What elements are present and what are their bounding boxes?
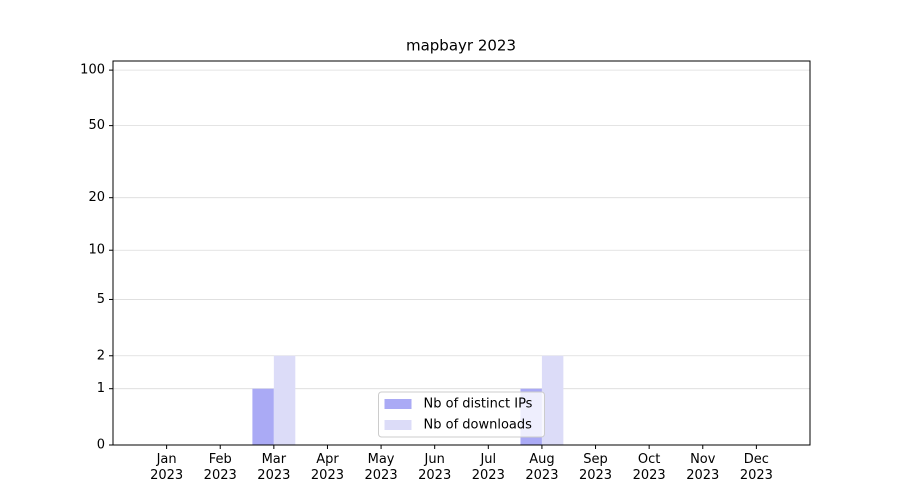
bar: [273, 355, 296, 445]
x-tick-label: Feb 2023: [203, 452, 237, 483]
x-tick-label: Aug 2023: [525, 452, 559, 483]
y-tick-label: 5: [97, 292, 105, 307]
legend-swatch: [384, 420, 412, 430]
legend-swatch: [384, 399, 412, 409]
y-tick-label: 2: [97, 348, 105, 363]
bar: [541, 355, 564, 445]
x-tick-label: Apr 2023: [310, 452, 344, 483]
y-tick-label: 100: [80, 63, 105, 78]
legend-box: [378, 391, 545, 438]
x-tick-label: Jun 2023: [418, 452, 452, 483]
chart-title: mapbayr 2023: [406, 37, 516, 55]
legend-label: Nb of downloads: [424, 418, 533, 433]
x-tick-label: Sep 2023: [578, 452, 613, 483]
x-tick-label: Oct 2023: [632, 452, 666, 483]
legend: Nb of distinct IPs Nb of downloads: [378, 391, 545, 438]
y-tick-label: 1: [97, 381, 105, 396]
x-tick-label: May 2023: [364, 452, 398, 483]
y-tick-label: 0: [97, 438, 105, 453]
x-tick-label: Jul 2023: [471, 452, 505, 483]
x-tick-label: Dec 2023: [739, 452, 773, 483]
y-tick-label: 20: [88, 190, 105, 205]
plot-frame: [112, 60, 811, 446]
y-tick-label: 50: [88, 118, 105, 133]
y-tick-label: 10: [88, 243, 105, 258]
x-tick-label: Jan 2023: [150, 452, 184, 483]
bar: [252, 388, 274, 445]
x-tick-label: Mar 2023: [257, 452, 291, 483]
x-tick-label: Nov 2023: [686, 452, 720, 483]
legend-label: Nb of distinct IPs: [424, 397, 533, 412]
